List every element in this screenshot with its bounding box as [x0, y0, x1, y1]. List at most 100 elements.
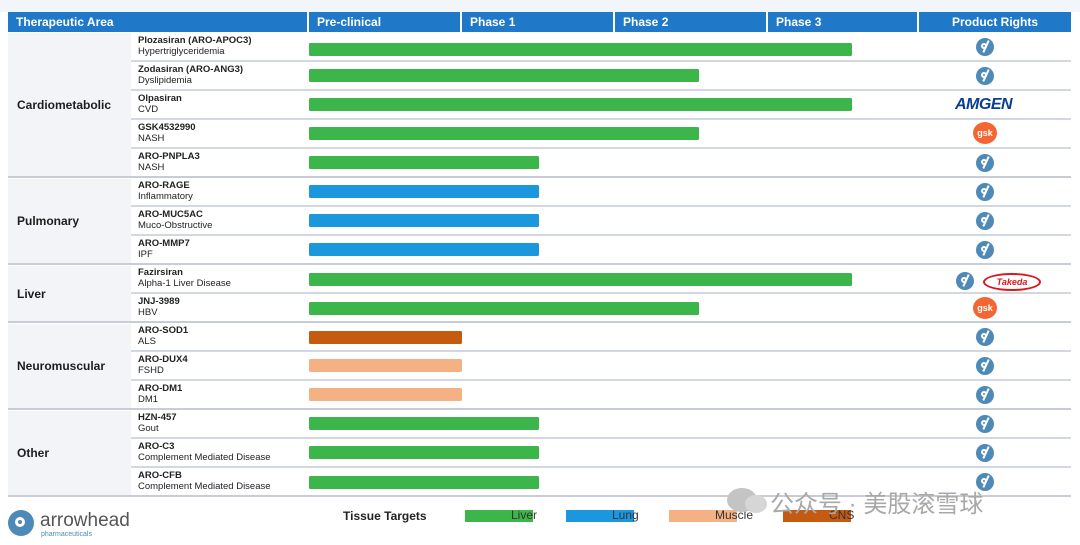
drug-indication: HBV — [138, 307, 158, 318]
drug-label: ARO-SOD1 ALS — [138, 325, 188, 347]
brand-name: arrowhead — [40, 510, 130, 531]
group-divider — [8, 495, 1071, 497]
drug-name: ARO-RAGE — [138, 180, 190, 191]
area-liver: Liver — [8, 266, 131, 321]
row-divider — [131, 60, 1071, 62]
row-divider — [131, 234, 1071, 236]
arrowhead-logo-icon — [976, 154, 994, 172]
gsk-logo: gsk — [973, 122, 997, 144]
arrowhead-logo-icon — [976, 415, 994, 433]
legend-label-lung: Lung — [612, 508, 639, 522]
area-cardiometabolic: Cardiometabolic — [8, 33, 131, 176]
drug-label: HZN-457 Gout — [138, 412, 177, 434]
pipeline-bar-4 — [309, 127, 699, 140]
area-other: Other — [8, 411, 131, 495]
group-divider — [8, 408, 1071, 410]
pipeline-bar-8 — [309, 243, 539, 256]
drug-indication: CVD — [138, 104, 159, 115]
pipeline-bar-6 — [309, 185, 539, 198]
drug-indication: Gout — [138, 423, 159, 434]
drug-name: Fazirsiran — [138, 267, 183, 278]
header-phase2: Phase 2 — [615, 12, 766, 32]
drug-label: GSK4532990 NASH — [138, 122, 196, 144]
header-product-rights: Product Rights — [919, 12, 1071, 32]
drug-label: ARO-CFB Complement Mediated Disease — [138, 470, 271, 492]
area-neuromuscular: Neuromuscular — [8, 324, 131, 408]
drug-indication: Muco-Obstructive — [138, 220, 213, 231]
drug-indication: Complement Mediated Disease — [138, 481, 271, 492]
group-divider — [8, 263, 1071, 265]
drug-label: ARO-PNPLA3 NASH — [138, 151, 200, 173]
legend-title: Tissue Targets — [343, 509, 427, 523]
gsk-logo: gsk — [973, 297, 997, 319]
arrowhead-logo-icon — [976, 328, 994, 346]
drug-label: ARO-MMP7 IPF — [138, 238, 190, 260]
drug-name: ARO-DUX4 — [138, 354, 188, 365]
legend-swatch-liver — [465, 510, 533, 522]
header-preclinical: Pre-clinical — [309, 12, 460, 32]
drug-label: ARO-DM1 DM1 — [138, 383, 182, 405]
drug-name: HZN-457 — [138, 412, 177, 423]
arrowhead-logo-icon — [976, 241, 994, 259]
row-divider — [131, 205, 1071, 207]
pipeline-bar-13 — [309, 388, 462, 401]
pipeline-bar-1 — [309, 43, 852, 56]
row-divider — [131, 437, 1071, 439]
header-phase1: Phase 1 — [462, 12, 613, 32]
brand-subtitle: pharmaceuticals — [41, 531, 92, 538]
drug-indication: Complement Mediated Disease — [138, 452, 271, 463]
group-divider — [8, 176, 1071, 178]
drug-name: GSK4532990 — [138, 122, 196, 133]
drug-indication: Alpha-1 Liver Disease — [138, 278, 231, 289]
pipeline-bar-11 — [309, 331, 462, 344]
watermark-text: 公众号 · 美股滚雪球 — [770, 491, 984, 518]
drug-label: ARO-DUX4 FSHD — [138, 354, 188, 376]
header-phase3: Phase 3 — [768, 12, 917, 32]
pipeline-bar-7 — [309, 214, 539, 227]
pipeline-bar-9 — [309, 273, 852, 286]
arrowhead-logo-icon — [956, 272, 974, 290]
drug-indication: NASH — [138, 162, 165, 173]
drug-name: ARO-CFB — [138, 470, 182, 481]
pipeline-bar-3 — [309, 98, 852, 111]
drug-indication: FSHD — [138, 365, 164, 376]
arrowhead-logo-icon — [976, 386, 994, 404]
row-divider — [131, 147, 1071, 149]
drug-indication: ALS — [138, 336, 156, 347]
drug-indication: IPF — [138, 249, 153, 260]
arrowhead-logo-icon — [976, 67, 994, 85]
drug-label: JNJ-3989 HBV — [138, 296, 180, 318]
drug-label: Zodasiran (ARO-ANG3) Dyslipidemia — [138, 64, 243, 86]
drug-label: ARO-C3 Complement Mediated Disease — [138, 441, 271, 463]
pipeline-bar-5 — [309, 156, 539, 169]
drug-name: ARO-C3 — [138, 441, 175, 452]
legend-swatch-muscle — [669, 510, 737, 522]
drug-name: Zodasiran (ARO-ANG3) — [138, 64, 244, 75]
arrowhead-logo-icon — [976, 38, 994, 56]
legend-swatch-lung — [566, 510, 634, 522]
takeda-logo: Takeda — [983, 273, 1041, 291]
arrowhead-logo-icon — [976, 183, 994, 201]
row-divider — [131, 118, 1071, 120]
pipeline-bar-12 — [309, 359, 462, 372]
drug-name: ARO-SOD1 — [138, 325, 189, 336]
arrowhead-logo-icon — [976, 212, 994, 230]
drug-indication: DM1 — [138, 394, 159, 405]
drug-name: Olpasiran — [138, 93, 182, 104]
row-divider — [131, 350, 1071, 352]
legend-swatch-cns — [783, 510, 851, 522]
row-divider — [131, 89, 1071, 91]
row-divider — [131, 466, 1071, 468]
pipeline-bar-10 — [309, 302, 699, 315]
arrowhead-brand-icon — [8, 510, 34, 536]
arrowhead-logo-icon — [976, 357, 994, 375]
drug-indication: Inflammatory — [138, 191, 193, 202]
drug-name: JNJ-3989 — [138, 296, 180, 307]
top-strip — [0, 0, 1080, 12]
drug-label: Plozasiran (ARO-APOC3) Hypertriglyceridem… — [138, 35, 252, 57]
drug-indication: NASH — [138, 133, 165, 144]
drug-name: ARO-PNPLA3 — [138, 151, 200, 162]
drug-indication: Dyslipidemia — [138, 75, 192, 86]
row-divider — [131, 292, 1071, 294]
drug-label: Fazirsiran Alpha-1 Liver Disease — [138, 267, 231, 289]
